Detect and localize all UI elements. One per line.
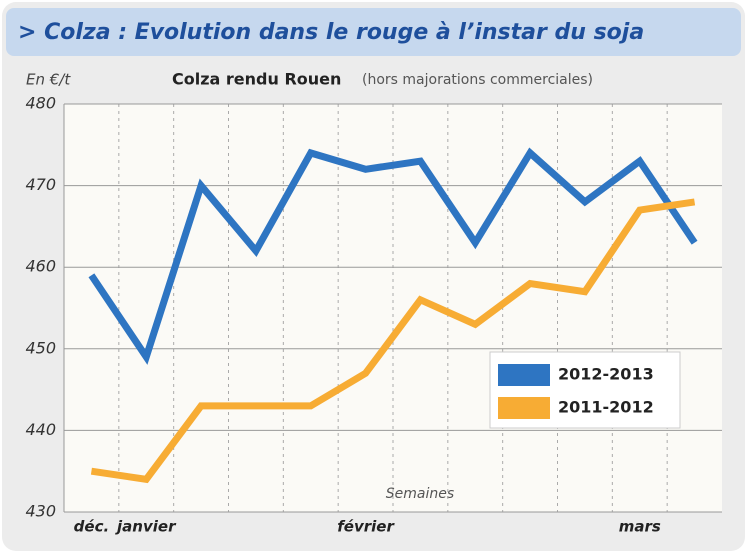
y-tick-label: 470 (25, 175, 56, 194)
y-tick-label: 440 (25, 420, 56, 439)
y-tick-label: 460 (25, 257, 56, 276)
legend-label: 2011-2012 (558, 398, 654, 417)
banner (6, 8, 741, 56)
series-line (88, 147, 698, 365)
y-tick-label: 450 (25, 338, 56, 357)
y-tick-label: 480 (25, 94, 56, 113)
legend-swatch (498, 364, 550, 386)
legend-label: 2012-2013 (558, 365, 654, 384)
x-tick-label: mars (619, 518, 661, 536)
y-tick-label: 430 (25, 502, 56, 521)
x-tick-label: février (337, 518, 395, 536)
x-tick-label: janvier (115, 518, 177, 536)
chart-subtitle-note: (hors majorations commerciales) (362, 72, 593, 88)
x-tick-label: déc. (74, 518, 110, 536)
chart-title: > Colza : Evolution dans le rouge à l’in… (18, 20, 644, 45)
legend-swatch (498, 397, 550, 419)
series-line (90, 198, 696, 484)
y-axis-label: En €/t (26, 71, 71, 89)
x-axis-label: Semaines (386, 486, 454, 502)
chart-subtitle: Colza rendu Rouen (172, 70, 341, 89)
